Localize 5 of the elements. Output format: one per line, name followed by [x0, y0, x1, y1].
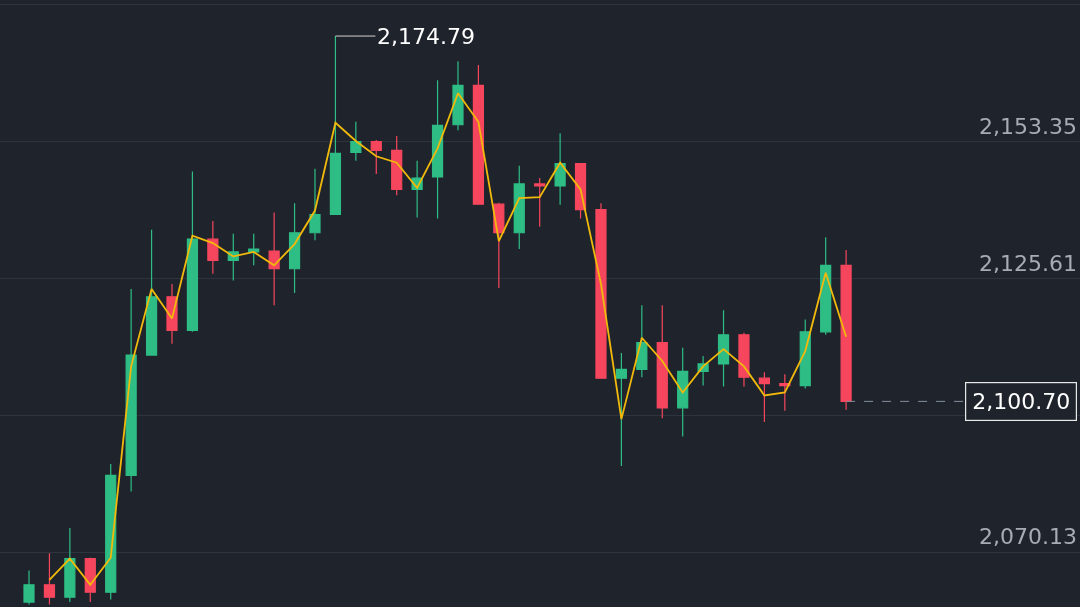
annotation: 2,174.79: [377, 24, 475, 49]
y-tick-label: 2,070.13: [979, 524, 1077, 550]
ref-line-label: 2,100.70: [972, 389, 1071, 415]
y-tick-label: 2,153.35: [979, 114, 1077, 140]
y-tick-label: 2,125.61: [979, 250, 1077, 276]
